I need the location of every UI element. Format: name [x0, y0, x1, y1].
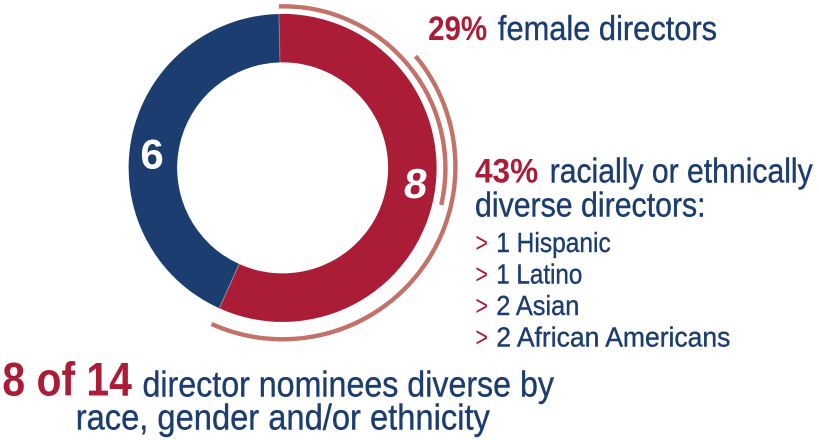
- svg-text:6: 6: [140, 131, 163, 178]
- svg-text:2 Asian: 2 Asian: [496, 290, 579, 321]
- svg-text:>: >: [475, 321, 488, 352]
- svg-text:>: >: [475, 259, 488, 290]
- svg-text:43%: 43%: [475, 152, 538, 190]
- svg-text:8: 8: [401, 160, 430, 207]
- svg-text:race, gender and/or ethnicity: race, gender and/or ethnicity: [76, 397, 491, 438]
- svg-text:female directors: female directors: [498, 10, 717, 48]
- svg-text:2 African Americans: 2 African Americans: [496, 321, 730, 352]
- svg-text:director nominees diverse by: director nominees diverse by: [143, 364, 555, 405]
- svg-text:>: >: [475, 227, 488, 258]
- svg-text:diverse directors:: diverse directors:: [475, 187, 706, 225]
- svg-text:racially or ethnically: racially or ethnically: [550, 152, 813, 190]
- svg-text:8 of 14: 8 of 14: [2, 353, 132, 406]
- svg-text:29%: 29%: [428, 10, 487, 48]
- svg-text:1 Latino: 1 Latino: [496, 259, 582, 290]
- svg-text:>: >: [475, 290, 488, 321]
- svg-text:1 Hispanic: 1 Hispanic: [496, 227, 611, 258]
